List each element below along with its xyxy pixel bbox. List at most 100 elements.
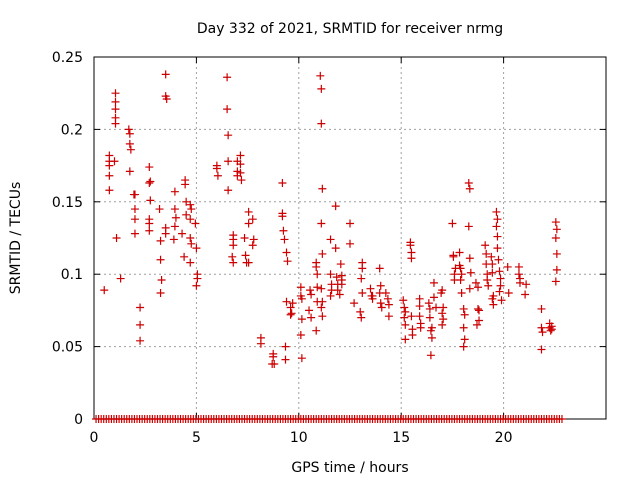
data-point — [249, 235, 258, 244]
data-point — [317, 84, 326, 93]
data-point — [350, 299, 359, 308]
data-point — [136, 336, 145, 345]
data-point — [316, 71, 325, 80]
data-point — [111, 89, 120, 98]
data-point — [145, 178, 154, 187]
data-point — [112, 234, 121, 242]
data-point — [459, 304, 468, 313]
data-point — [375, 264, 384, 273]
data-point — [193, 274, 202, 283]
x-tick-label: 0 — [90, 430, 99, 446]
data-point — [552, 265, 561, 274]
data-point — [237, 176, 246, 185]
chart-title: Day 332 of 2021, SRMTID for receiver nrm… — [197, 21, 503, 37]
data-point — [306, 286, 315, 295]
data-point — [551, 234, 560, 242]
axis-ticks: 0 5 10 15 20 0 0.05 0.1 0.15 0.2 0.25 — [52, 50, 606, 446]
data-point — [213, 171, 222, 180]
data-point — [223, 105, 232, 114]
data-point — [487, 252, 496, 261]
data-point — [130, 215, 139, 224]
data-point — [182, 210, 191, 219]
data-point — [346, 239, 354, 248]
data-point — [110, 157, 119, 166]
data-point — [223, 73, 232, 82]
data-point — [439, 303, 448, 312]
data-point — [460, 310, 469, 319]
data-point — [484, 281, 493, 290]
data-point — [424, 299, 433, 308]
data-point — [497, 296, 506, 305]
data-point — [337, 280, 346, 289]
data-point — [286, 303, 295, 312]
data-point — [488, 260, 497, 269]
data-point — [493, 215, 502, 224]
data-point — [286, 310, 295, 319]
data-point — [228, 252, 237, 261]
data-point — [400, 303, 409, 312]
data-point — [547, 325, 556, 334]
data-point — [326, 270, 335, 279]
data-point — [236, 168, 245, 177]
data-point — [416, 323, 425, 332]
data-point — [130, 229, 139, 238]
data-point — [439, 315, 448, 324]
data-point — [368, 291, 377, 300]
data-point — [111, 119, 120, 128]
data-point — [281, 355, 290, 364]
data-point — [171, 213, 180, 222]
data-point — [187, 239, 196, 248]
data-point — [313, 270, 322, 279]
data-point — [429, 293, 438, 302]
data-point — [162, 94, 171, 103]
data-point — [331, 244, 340, 253]
data-point — [415, 294, 424, 303]
data-point — [521, 290, 530, 299]
data-point — [493, 244, 502, 253]
data-point — [335, 290, 344, 299]
data-point — [366, 284, 375, 293]
data-point — [181, 180, 190, 189]
data-point — [537, 323, 546, 332]
data-point — [282, 297, 291, 306]
data-point — [377, 303, 386, 312]
data-point — [346, 219, 354, 228]
data-point — [358, 289, 367, 298]
data-point — [432, 303, 441, 312]
data-point — [191, 219, 200, 228]
data-point — [317, 303, 326, 312]
data-point — [537, 345, 546, 354]
data-point — [457, 270, 466, 279]
data-point — [438, 309, 447, 318]
data-point — [126, 145, 135, 154]
data-point — [504, 289, 513, 298]
data-point — [503, 262, 512, 271]
data-point — [464, 178, 473, 187]
data-point — [406, 241, 415, 250]
data-point — [514, 270, 523, 279]
data-point — [244, 219, 253, 228]
data-point — [438, 320, 447, 329]
data-point — [551, 277, 560, 286]
data-point — [125, 167, 134, 176]
data-point — [552, 225, 561, 234]
data-point — [244, 258, 253, 267]
data-point — [358, 264, 367, 273]
data-point — [186, 234, 195, 242]
data-point — [186, 258, 195, 267]
data-point — [187, 205, 196, 214]
data-point — [224, 186, 233, 195]
data-point — [357, 313, 366, 322]
data-point — [384, 312, 393, 321]
x-tick-label: 20 — [495, 430, 513, 446]
data-point — [156, 236, 165, 245]
data-point — [318, 297, 327, 306]
data-point — [438, 286, 447, 295]
y-tick-label: 0.25 — [52, 50, 83, 66]
data-point — [229, 241, 238, 250]
data-point — [192, 244, 201, 253]
data-point — [192, 281, 201, 290]
data-point — [145, 226, 154, 235]
data-point — [305, 306, 314, 315]
